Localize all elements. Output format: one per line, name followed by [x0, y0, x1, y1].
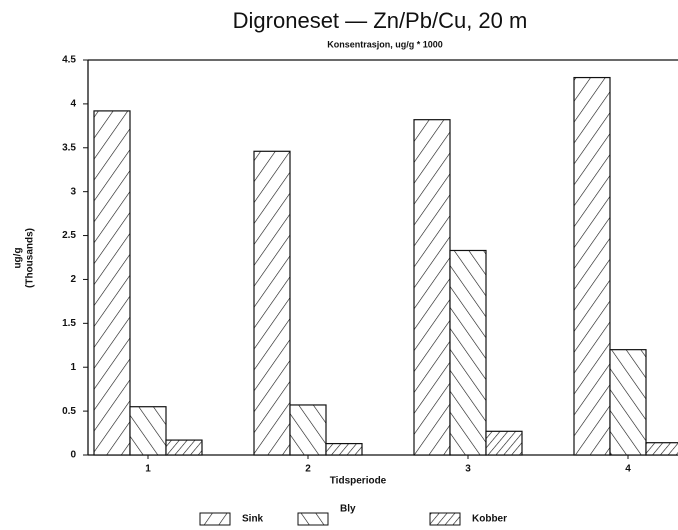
y-tick-label: 3.5: [62, 142, 76, 153]
bar: [165, 439, 203, 456]
bar: [449, 249, 487, 456]
legend-swatch: [199, 512, 231, 526]
y-axis-label: ug/g (Thousands): [13, 228, 36, 288]
bar: [129, 406, 167, 456]
x-tick-label: 1: [145, 464, 151, 475]
bar: [253, 150, 291, 456]
chart-title: Digroneset — Zn/Pb/Cu, 20 m: [233, 8, 528, 33]
bar: [289, 404, 327, 456]
legend-swatch: [429, 512, 461, 526]
y-axis-label-line: ug/g: [13, 247, 24, 268]
y-tick-label: 2: [70, 274, 76, 285]
legend-swatch: [297, 512, 329, 526]
y-tick-label: 0.5: [62, 406, 76, 417]
x-tick-label: 4: [625, 464, 631, 475]
bar: [485, 430, 523, 456]
bar: [645, 442, 678, 456]
y-tick-label: 3: [70, 186, 76, 197]
x-tick-label: 2: [305, 464, 311, 475]
y-tick-label: 2.5: [62, 230, 76, 241]
y-tick-label: 4: [70, 99, 76, 110]
y-tick-label: 0: [70, 450, 76, 461]
legend-label: Bly: [340, 504, 356, 515]
bar: [573, 76, 611, 456]
bar: [93, 110, 131, 456]
y-axis-label-line: (Thousands): [25, 228, 36, 288]
x-axis-label: Tidsperiode: [330, 476, 387, 487]
bar: [413, 119, 451, 456]
bar: [325, 442, 363, 456]
y-tick-label: 1: [70, 362, 76, 373]
y-tick-label: 1.5: [62, 318, 76, 329]
bar: [609, 349, 647, 456]
legend-label: Sink: [242, 514, 264, 525]
x-tick-label: 3: [465, 464, 471, 475]
y-tick-label: 4.5: [62, 55, 76, 66]
chart-subtitle: Konsentrasjon, ug/g * 1000: [327, 39, 443, 49]
legend-label: Kobber: [472, 514, 507, 525]
